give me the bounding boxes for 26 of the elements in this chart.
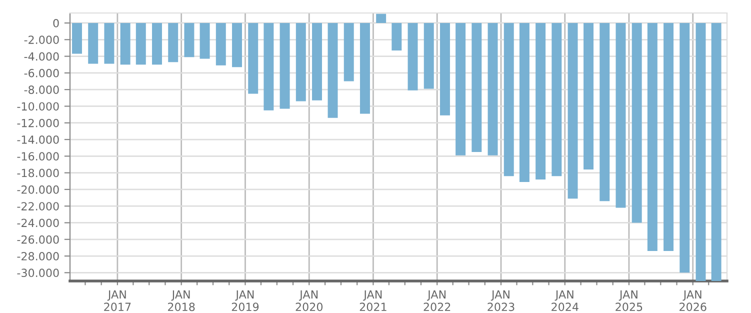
y-tick-label: -20.000 [17,185,59,194]
y-tick-label: -6.000 [24,68,59,78]
x-tick-label: JAN 2023 [488,290,514,312]
x-tick-label: JAN 2022 [424,290,450,312]
y-tick-label: -12.000 [17,118,59,128]
x-tick-label: JAN 2018 [168,290,195,312]
y-tick-label: -10.000 [17,102,59,111]
x-tick-label: JAN 2024 [552,290,578,312]
x-tick-label: JAN 2019 [232,290,259,312]
x-tick-label: JAN 2025 [616,290,642,312]
y-tick-label: -28.000 [17,252,59,260]
y-tick-label: -8.000 [24,86,59,94]
y-tick-label: -18.000 [17,168,59,178]
y-tick-label: -16.000 [17,152,59,161]
y-tick-label: -26.000 [17,235,59,244]
y-tick-label: -14.000 [17,135,59,144]
x-tick-label: JAN 2017 [104,290,131,312]
y-tick-label: -30.000 [17,268,59,278]
y-tick-label: -4.000 [24,52,59,61]
y-tick-label: -22.000 [17,202,59,210]
y-tick-label: 0 [53,18,59,28]
y-tick-label: -24.000 [17,218,59,228]
y-tick-label: -2.000 [24,36,59,44]
x-tick-label: JAN 2021 [360,290,386,312]
x-tick-label: JAN 2026 [680,290,706,312]
x-tick-label: JAN 2020 [296,290,323,312]
